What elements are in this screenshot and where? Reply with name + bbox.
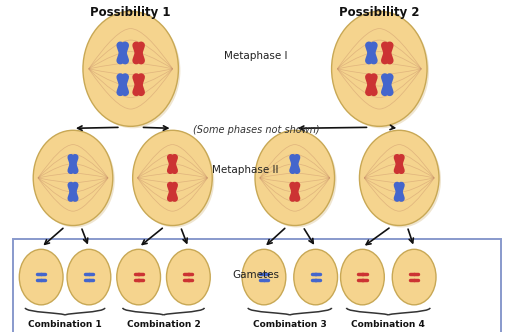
Ellipse shape <box>19 249 63 305</box>
Ellipse shape <box>361 132 441 227</box>
Ellipse shape <box>35 132 115 227</box>
Ellipse shape <box>33 130 113 225</box>
Ellipse shape <box>334 13 429 128</box>
Ellipse shape <box>117 249 161 305</box>
Text: Possibility 2: Possibility 2 <box>339 6 419 19</box>
Text: Combination 4: Combination 4 <box>351 320 425 329</box>
Text: Gametes: Gametes <box>232 270 279 280</box>
Ellipse shape <box>242 249 286 305</box>
Text: Combination 1: Combination 1 <box>28 320 102 329</box>
Ellipse shape <box>83 11 178 126</box>
Ellipse shape <box>392 249 436 305</box>
Ellipse shape <box>332 11 427 126</box>
Ellipse shape <box>166 249 210 305</box>
Ellipse shape <box>359 130 439 225</box>
Ellipse shape <box>67 249 111 305</box>
Ellipse shape <box>85 13 180 128</box>
Text: Metaphase I: Metaphase I <box>224 51 288 61</box>
Text: (Some phases not shown): (Some phases not shown) <box>193 125 319 135</box>
Ellipse shape <box>340 249 385 305</box>
Ellipse shape <box>257 132 336 227</box>
Ellipse shape <box>135 132 214 227</box>
Ellipse shape <box>133 130 212 225</box>
Text: Combination 3: Combination 3 <box>253 320 327 329</box>
Text: Possibility 1: Possibility 1 <box>91 6 171 19</box>
Text: Combination 2: Combination 2 <box>126 320 200 329</box>
Ellipse shape <box>255 130 334 225</box>
Ellipse shape <box>294 249 337 305</box>
Text: Metaphase II: Metaphase II <box>212 165 279 175</box>
